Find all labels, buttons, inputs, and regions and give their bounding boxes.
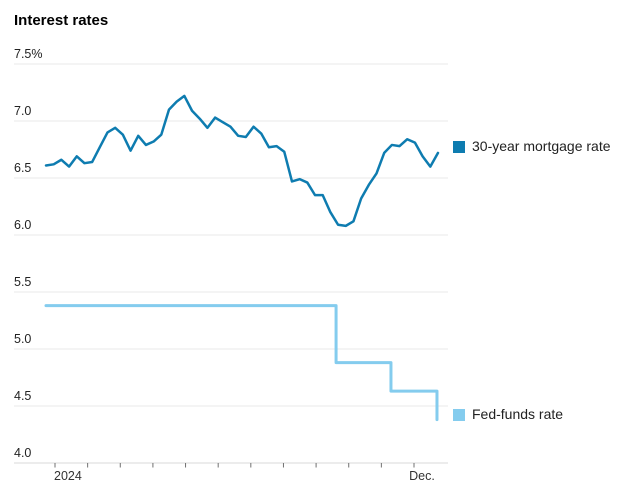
x-axis-label-year: 2024 — [54, 469, 82, 483]
y-axis-label: 7.0 — [14, 104, 32, 118]
mortgage-rate-line — [44, 94, 440, 228]
mortgage-swatch-icon — [453, 140, 465, 153]
y-axis-label: 5.0 — [14, 332, 32, 346]
y-axis-label: 5.5 — [14, 275, 32, 289]
fed-funds-rate-line — [44, 304, 439, 422]
y-axis-label: 7.5% — [14, 47, 43, 61]
legend-mortgage-label: 30-year mortgage rate — [472, 138, 611, 154]
x-axis-label-dec: Dec. — [409, 469, 435, 483]
legend-fed-funds-label: Fed-funds rate — [472, 406, 564, 422]
y-axis-label: 6.0 — [14, 218, 32, 232]
y-axis-label: 6.5 — [14, 161, 32, 175]
fed-funds-swatch-icon — [453, 408, 465, 421]
y-axis-label: 4.5 — [14, 389, 32, 403]
legend-fed-funds: Fed-funds rate — [453, 407, 563, 422]
y-axis-label: 4.0 — [14, 446, 32, 460]
legend-mortgage: 30-year mortgage rate — [453, 139, 611, 154]
chart-title: Interest rates — [14, 12, 109, 29]
